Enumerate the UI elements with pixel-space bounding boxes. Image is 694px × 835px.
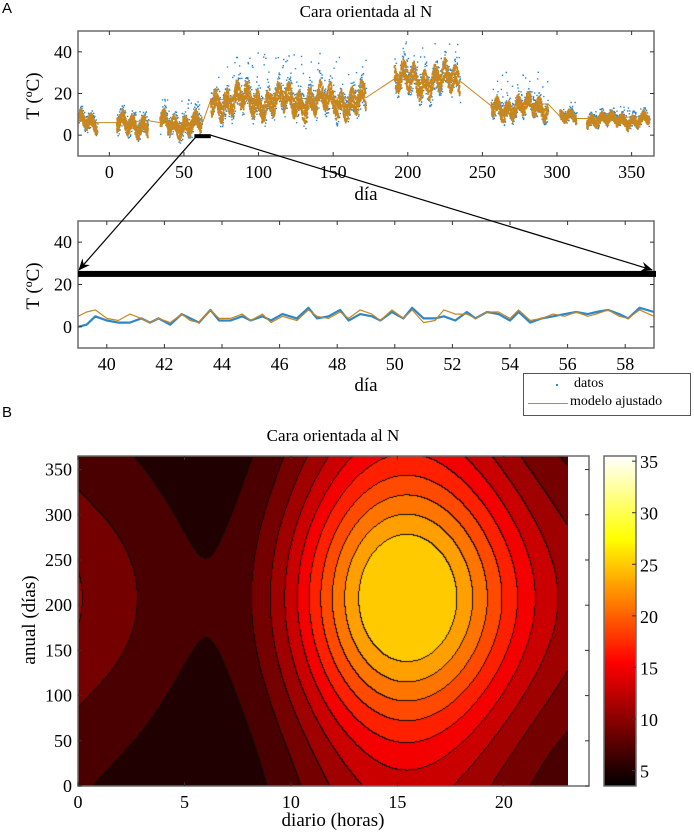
legend-item-modelo: modelo ajustado [524, 394, 690, 412]
panel-a-top-xtick-label: 100 [245, 162, 272, 182]
panel-a-title: Cara orientada al N [299, 2, 433, 21]
panel-a-bottom-xlabel: día [354, 375, 378, 396]
legend-point-marker [556, 384, 558, 386]
panel-b-ytick-label: 350 [45, 460, 72, 480]
panel-a-bottom-axes-frame [77, 220, 655, 349]
modelo-ajustado-band [159, 107, 203, 142]
colorbar-tick-label: 20 [640, 607, 658, 627]
panel-a-bottom-xtick-label: 48 [328, 354, 346, 374]
modelo-ajustado-band [210, 78, 367, 125]
zoom-region-marker [194, 134, 211, 139]
panel-b-xtick-label: 10 [282, 792, 300, 812]
panel-b-ytick-label: 250 [45, 550, 72, 570]
panel-b-axes: 0 5 10 15 2005010015020025030035051015202530… [45, 452, 658, 812]
zoom-highlight-bar [78, 270, 656, 277]
panel-b-xtick-label: 15 [388, 792, 406, 812]
panel-a-bottom-xtick-label: 56 [559, 354, 577, 374]
panel-b-ytick-label: 100 [45, 686, 72, 706]
modelo-ajustado-line [77, 309, 655, 324]
panel-a-bottom-xtick-label: 44 [213, 354, 231, 374]
panel-a-bottom-xtick-label: 42 [155, 354, 173, 374]
colorbar-tick-label: 30 [640, 504, 658, 524]
panel-b-ytick-label: 0 [63, 776, 72, 796]
colorbar-tick-label: 25 [640, 555, 658, 575]
panel-a-top-ytick-label: 20 [54, 84, 72, 104]
panel-a-bottom-xtick-label: 40 [98, 354, 116, 374]
panel-a-bottom-xtick-label: 50 [386, 354, 404, 374]
datos-line [77, 306, 655, 328]
panel-b-letter: B [2, 404, 13, 421]
panel-a-bottom-xtick-label: 58 [616, 354, 634, 374]
panel-a-chart: 0501001502002503003500204040424446485052… [54, 30, 656, 374]
legend-line-marker [528, 403, 568, 404]
panel-a-bottom-ytick-label: 40 [54, 232, 72, 252]
data-segment [78, 105, 99, 137]
panel-b-axes-frame [77, 455, 590, 787]
modelo-ajustado-band [116, 107, 149, 141]
zoom-arrow-left [78, 134, 198, 271]
panel-a-bottom-ytick-label: 20 [54, 275, 72, 295]
panel-b-ytick-label: 200 [45, 595, 72, 615]
modelo-ajustado-band [490, 91, 549, 124]
panel-b-ytick-label: 50 [54, 731, 72, 751]
modelo-ajustado-band [559, 108, 578, 126]
legend-label-datos: datos [574, 376, 604, 391]
legend-label-modelo: modelo ajustado [570, 394, 663, 409]
panel-a-bottom-xtick-label: 54 [501, 354, 519, 374]
panel-a-bottom-xtick-label: 52 [443, 354, 461, 374]
data-segment [210, 52, 368, 130]
data-segment [490, 71, 550, 127]
panel-a-bottom-ytick-label: 0 [63, 317, 72, 337]
legend-item-datos: datos [524, 376, 690, 394]
panel-a-top-xlabel: día [354, 184, 378, 205]
data-segment [559, 101, 578, 126]
panel-a-top-xtick-label: 200 [394, 162, 421, 182]
contour-map [78, 456, 568, 786]
colorbar-tick-label: 15 [640, 658, 658, 678]
legend: datos modelo ajustado [523, 373, 691, 416]
data-segment [159, 98, 203, 144]
data-segment [116, 104, 150, 142]
panel-b-xtick-label: 0 [74, 792, 83, 812]
zoom-arrow-right [210, 134, 653, 272]
panel-b-ytick-label: 300 [45, 505, 72, 525]
panel-b-title: Cara orientada al N [266, 426, 400, 445]
panel-a-top-plot [78, 41, 651, 144]
panel-a-top-ytick-label: 40 [54, 42, 72, 62]
data-segment [586, 106, 651, 133]
colorbar-tick-label: 5 [640, 762, 649, 782]
colorbar-frame [603, 455, 637, 787]
modelo-ajustado-band [393, 57, 461, 102]
panel-a-top-xtick-label: 0 [105, 162, 114, 182]
panel-b-xtick-label: 20 [495, 792, 513, 812]
panel-a-top-xtick-label: 50 [175, 162, 193, 182]
colorbar-tick-label: 35 [640, 452, 658, 472]
panel-a-letter: A [2, 0, 13, 17]
panel-a-top-ytick-label: 0 [63, 125, 72, 145]
panel-a-bottom-xtick-label: 46 [271, 354, 289, 374]
panel-b-ytick-label: 150 [45, 640, 72, 660]
panel-a-top-xtick-label: 300 [544, 162, 571, 182]
panel-b-xtick-label: 5 [180, 792, 189, 812]
colorbar [604, 456, 636, 786]
panel-b-xlabel: diario (horas) [281, 810, 385, 831]
modelo-ajustado-band [586, 109, 651, 131]
panel-a-top-xtick-label: 350 [618, 162, 645, 182]
panel-a-top-xtick-label: 250 [469, 162, 496, 182]
modelo-ajustado-band [78, 108, 99, 136]
colorbar-tick-label: 10 [640, 710, 658, 730]
data-segment [393, 41, 462, 108]
